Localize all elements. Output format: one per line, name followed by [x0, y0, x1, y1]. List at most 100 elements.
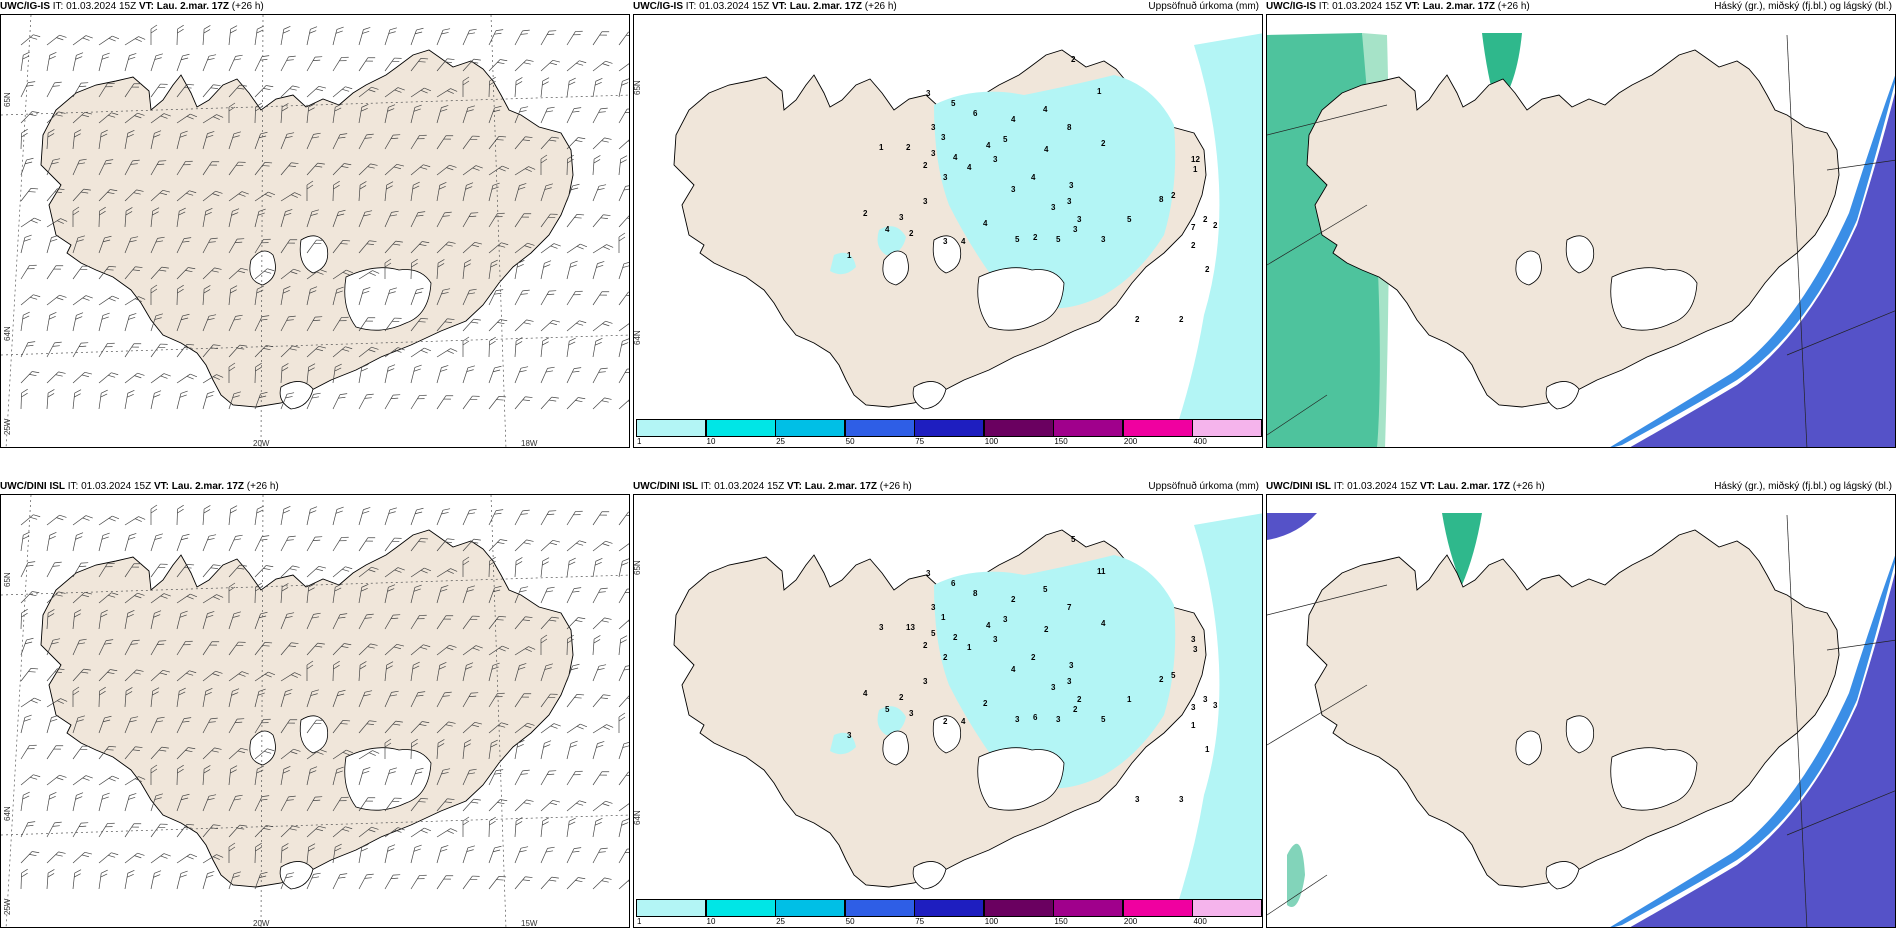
precip-value-label: 2: [943, 717, 948, 726]
precip-value-label: 3: [1191, 635, 1196, 644]
precip-value-label: 4: [961, 717, 966, 726]
model-name: UWC/IG-IS: [1266, 1, 1316, 12]
precip-value-label: 1: [1193, 165, 1198, 174]
colorbar-tick-label: 25: [776, 917, 786, 926]
precip-value-label: 5: [1101, 715, 1106, 724]
precip-value-label: 4: [961, 237, 966, 246]
issue-time-label: IT:: [685, 1, 697, 12]
precip-value-label: 2: [1205, 265, 1210, 274]
lead-time: (+26 h): [231, 1, 264, 12]
wind-panel-row1: UWC/IG-IS IT: 01.03.2024 15Z VT: Lau. 2.…: [0, 0, 630, 448]
valid-time: Lau. 2.mar. 17Z: [171, 481, 245, 492]
precip-value-label: 3: [1213, 701, 1218, 710]
panel-header: UWC/DINI ISL IT: 01.03.2024 15Z VT: Lau.…: [1266, 480, 1896, 494]
precip-value-label: 3: [941, 133, 946, 142]
precip-value-label: 2: [1033, 233, 1038, 242]
issue-time-label: IT:: [1333, 481, 1345, 492]
precip-value-label: 5: [885, 705, 890, 714]
precip-value-label: 2: [1071, 55, 1076, 64]
precip-value-label: 2: [899, 693, 904, 702]
precip-value-label: 4: [1043, 105, 1048, 114]
precip-value-label: 3: [1003, 615, 1008, 624]
colorbar-tick-label: 25: [776, 437, 786, 446]
model-name: UWC/DINI ISL: [1266, 481, 1331, 492]
cloud-map: [1266, 14, 1896, 448]
model-name: UWC/DINI ISL: [633, 481, 698, 492]
colorbar-tick-label: 200: [1123, 437, 1138, 446]
precip-value-label: 2: [923, 641, 928, 650]
precip-value-label: 3: [847, 731, 852, 740]
colorbar-swatch: [1192, 419, 1262, 437]
precip-value-label: 3: [1191, 703, 1196, 712]
precip-value-label: 2: [983, 699, 988, 708]
iceland-map: [1, 15, 629, 447]
precip-value-label: 8: [1159, 195, 1164, 204]
precip-value-label: 5: [1056, 235, 1061, 244]
precip-value-label: 3: [1056, 715, 1061, 724]
colorbar-swatch: [914, 419, 985, 437]
colorbar-swatch: [1053, 899, 1124, 917]
colorbar-tick-label: 75: [915, 917, 925, 926]
precip-value-label: 4: [1011, 665, 1016, 674]
lead-time: (+26 h): [864, 1, 897, 12]
precip-value-label: 5: [1127, 215, 1132, 224]
precip-value-label: 4: [1101, 619, 1106, 628]
lead-time: (+26 h): [879, 481, 912, 492]
precip-value-label: 2: [1044, 625, 1049, 634]
colorbar-swatch: [983, 899, 1054, 917]
colorbar-swatch: [1192, 899, 1262, 917]
colorbar-tick-label: 10: [706, 917, 716, 926]
corner-label: 25W: [3, 418, 12, 435]
issue-time: 01.03.2024 15Z: [81, 481, 152, 492]
precip-value-label: 2: [1031, 653, 1036, 662]
colorbar-tick-label: 1: [637, 917, 642, 926]
colorbar-swatch: [705, 419, 776, 437]
lead-time: (+26 h): [246, 481, 279, 492]
colorbar-tick-label: 150: [1054, 917, 1068, 926]
issue-time-label: IT:: [700, 481, 712, 492]
wind-map: 65N 64N 25W 20W 15W: [0, 494, 630, 928]
precip-value-label: 5: [1043, 585, 1048, 594]
valid-time-label: VT:: [1404, 1, 1420, 12]
issue-time: 01.03.2024 15Z: [66, 1, 137, 12]
iceland-map: [673, 513, 1262, 915]
precip-value-label: 12: [1191, 155, 1200, 164]
precip-title: Uppsöfnuð úrkoma (mm): [1148, 481, 1259, 492]
cloud-map: [1266, 494, 1896, 928]
precip-value-label: 3: [1067, 197, 1072, 206]
colorbar-tick-label: 200: [1123, 917, 1138, 926]
precip-value-label: 2: [1101, 139, 1106, 148]
lon-label-right: 18W: [521, 439, 538, 448]
precip-value-label: 4: [953, 153, 958, 162]
issue-time-label: IT:: [52, 1, 64, 12]
precip-value-label: 2: [923, 161, 928, 170]
precip-title: Uppsöfnuð úrkoma (mm): [1148, 1, 1259, 12]
colorbar-tick-label: 1: [637, 437, 642, 446]
precip-panel-row2: UWC/DINI ISL IT: 01.03.2024 15Z VT: Lau.…: [633, 480, 1263, 928]
precip-value-label: 5: [951, 99, 956, 108]
colorbar-tick-label: 400: [1193, 437, 1207, 446]
precip-value-label: 2: [1077, 695, 1082, 704]
issue-time-label: IT:: [1318, 1, 1330, 12]
lat-label-top: 65N: [3, 92, 12, 107]
precip-value-label: 4: [885, 225, 890, 234]
precip-value-label: 4: [967, 163, 972, 172]
colorbar-tick-label: 400: [1193, 917, 1207, 926]
precip-value-label: 7: [1191, 223, 1196, 232]
lead-time: (+26 h): [1512, 481, 1545, 492]
lat-label-bottom: 64N: [3, 806, 12, 821]
valid-time: Lau. 2.mar. 17Z: [1437, 481, 1511, 492]
precip-value-label: 2: [1135, 315, 1140, 324]
precip-value-label: 3: [909, 709, 914, 718]
lon-label-right: 15W: [521, 919, 538, 928]
lat-label-top: 65N: [3, 572, 12, 587]
lat-label-top: 65N: [633, 560, 642, 575]
valid-time-label: VT:: [786, 481, 802, 492]
valid-time: Lau. 2.mar. 17Z: [789, 1, 863, 12]
precip-colorbar: 1 10 25 50 75 100 150 200 400: [636, 419, 1262, 446]
colorbar-swatch: [636, 419, 707, 437]
precip-value-label: 8: [1067, 123, 1072, 132]
wind-panel-row2: UWC/DINI ISL IT: 01.03.2024 15Z VT: Lau.…: [0, 480, 630, 928]
colorbar-swatch: [1053, 419, 1124, 437]
precip-value-label: 3: [923, 197, 928, 206]
